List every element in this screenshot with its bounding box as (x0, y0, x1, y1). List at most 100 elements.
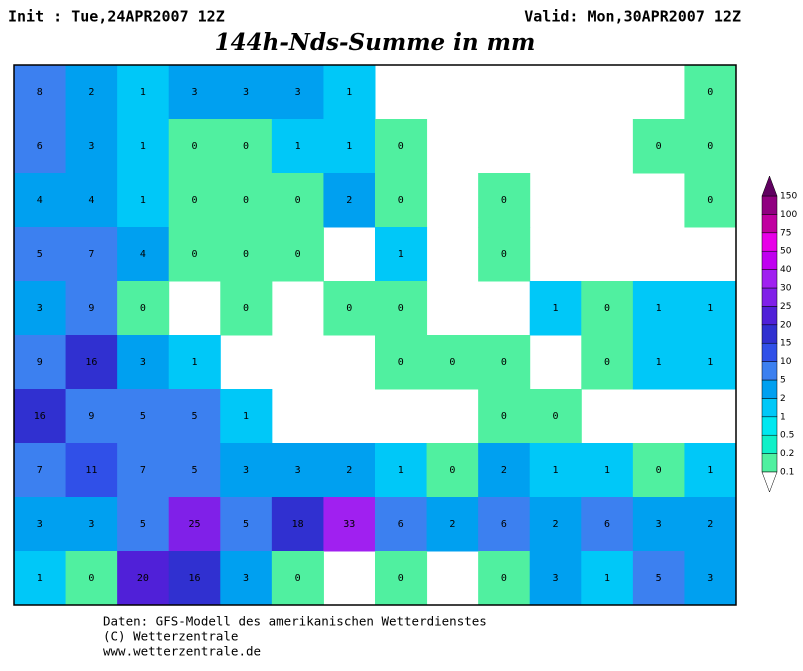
grid-value: 5 (140, 519, 146, 530)
precip-cell (220, 173, 273, 228)
colorbar-label: 5 (780, 376, 786, 386)
grid-value: 0 (656, 465, 662, 476)
precip-cell (581, 443, 634, 498)
grid-value: 3 (295, 465, 301, 476)
precip-cell (375, 281, 428, 336)
grid-value: 1 (656, 357, 662, 368)
precip-cell (684, 281, 737, 336)
grid-value: 20 (137, 573, 149, 584)
precip-cell (684, 443, 737, 498)
grid-value: 0 (501, 411, 507, 422)
precip-cell (14, 497, 67, 552)
grid-value: 1 (552, 465, 558, 476)
grid-value: 0 (501, 573, 507, 584)
precip-cell (65, 389, 118, 444)
precip-cell (375, 497, 428, 552)
precip-cell (632, 443, 685, 498)
colorbar-label: 2 (780, 394, 786, 404)
precip-cell (323, 173, 376, 228)
colorbar-band (761, 453, 778, 473)
grid-value: 0 (243, 249, 249, 260)
grid-value: 0 (243, 141, 249, 152)
colorbar-label: 150 (780, 192, 797, 202)
grid-value: 2 (88, 87, 94, 98)
precip-cell (65, 335, 118, 390)
grid-value: 9 (88, 303, 94, 314)
precip-cell (168, 335, 221, 390)
grid-value: 5 (140, 411, 146, 422)
grid-value: 0 (707, 87, 713, 98)
grid-value: 3 (37, 519, 43, 530)
precip-cell (117, 443, 170, 498)
precip-cell (529, 281, 582, 336)
grid-value: 2 (707, 519, 713, 530)
grid-value: 4 (88, 195, 94, 206)
precip-cell (529, 443, 582, 498)
grid-value: 3 (191, 87, 197, 98)
grid-value: 0 (501, 195, 507, 206)
grid-value: 7 (88, 249, 94, 260)
precip-cell (117, 173, 170, 228)
precip-cell (220, 65, 273, 120)
precip-cell (632, 551, 685, 606)
precip-cell (478, 497, 531, 552)
grid-value: 5 (243, 519, 249, 530)
grid-value: 2 (346, 465, 352, 476)
grid-value: 0 (604, 303, 610, 314)
precip-cell (14, 173, 67, 228)
grid-value: 0 (88, 573, 94, 584)
precip-cell (684, 497, 737, 552)
grid-value: 3 (243, 465, 249, 476)
grid-value: 25 (188, 519, 200, 530)
precip-cell (684, 335, 737, 390)
precip-cell (581, 281, 634, 336)
colorbar-band (761, 342, 778, 362)
precip-cell (14, 443, 67, 498)
precip-cell (426, 497, 479, 552)
grid-value: 1 (656, 303, 662, 314)
grid-value: 0 (552, 411, 558, 422)
precip-cell (271, 551, 324, 606)
precip-cell (684, 119, 737, 174)
precip-cell (14, 551, 67, 606)
valid-time: Valid: Mon,30APR2007 12Z (524, 8, 741, 26)
grid-value: 1 (346, 87, 352, 98)
precip-cell (168, 119, 221, 174)
grid-value: 4 (140, 249, 146, 260)
precip-cell (684, 551, 737, 606)
grid-value: 6 (37, 141, 43, 152)
precip-cell (220, 551, 273, 606)
grid-value: 6 (604, 519, 610, 530)
grid-value: 3 (140, 357, 146, 368)
grid-value: 1 (398, 465, 404, 476)
colorbar-band (761, 398, 778, 418)
precip-cell (14, 389, 67, 444)
colorbar-band (761, 416, 778, 436)
precip-cell (65, 281, 118, 336)
precip-cell (375, 227, 428, 282)
precip-cell (375, 335, 428, 390)
precip-cell (271, 497, 324, 552)
grid-value: 6 (398, 519, 404, 530)
precip-cell (65, 551, 118, 606)
map-frame (13, 64, 737, 606)
grid-value: 0 (501, 249, 507, 260)
grid-value: 3 (243, 573, 249, 584)
grid-value: 0 (449, 357, 455, 368)
grid-value: 0 (501, 357, 507, 368)
precip-cell (478, 551, 531, 606)
grid-value: 3 (88, 141, 94, 152)
precip-cell (168, 443, 221, 498)
precip-cell (168, 551, 221, 606)
colorbar-band (761, 379, 778, 399)
precip-cell (168, 227, 221, 282)
grid-value: 0 (191, 195, 197, 206)
grid-value: 0 (707, 195, 713, 206)
grid-value: 0 (243, 303, 249, 314)
precip-cell (529, 497, 582, 552)
precip-cell (271, 173, 324, 228)
precip-cell (426, 335, 479, 390)
grid-value: 3 (295, 87, 301, 98)
precip-cell (65, 227, 118, 282)
